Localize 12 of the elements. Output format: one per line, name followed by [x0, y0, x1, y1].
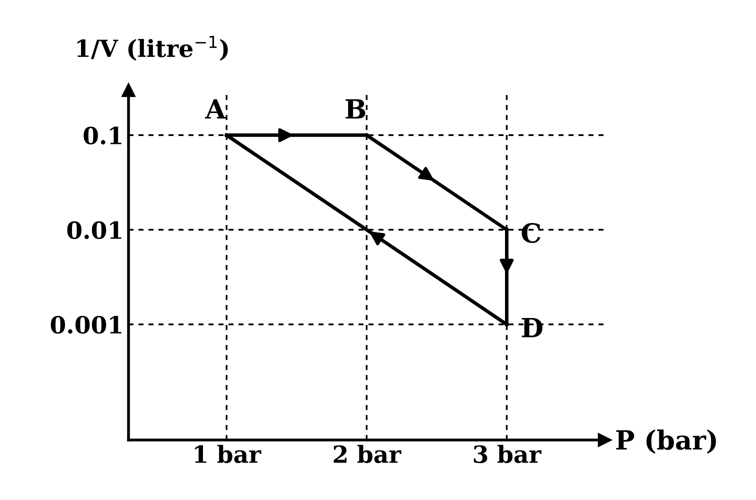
x-tick-label: 2 bar [334, 444, 402, 464]
x-axis-title: P (bar) [616, 430, 716, 454]
y-tick-label: 0.1 [84, 126, 122, 144]
annotation: B [346, 99, 366, 119]
annotation: D [522, 318, 542, 338]
y-axis-title: 1/V (litre$^{−1}$) [77, 36, 228, 61]
annotation: C [522, 223, 540, 243]
annotation: A [205, 99, 226, 119]
y-tick-label: 0.001 [50, 316, 122, 334]
x-tick-label: 1 bar [195, 444, 262, 464]
y-tick-label: 0.01 [67, 221, 122, 240]
x-tick-label: 3 bar [474, 444, 542, 464]
